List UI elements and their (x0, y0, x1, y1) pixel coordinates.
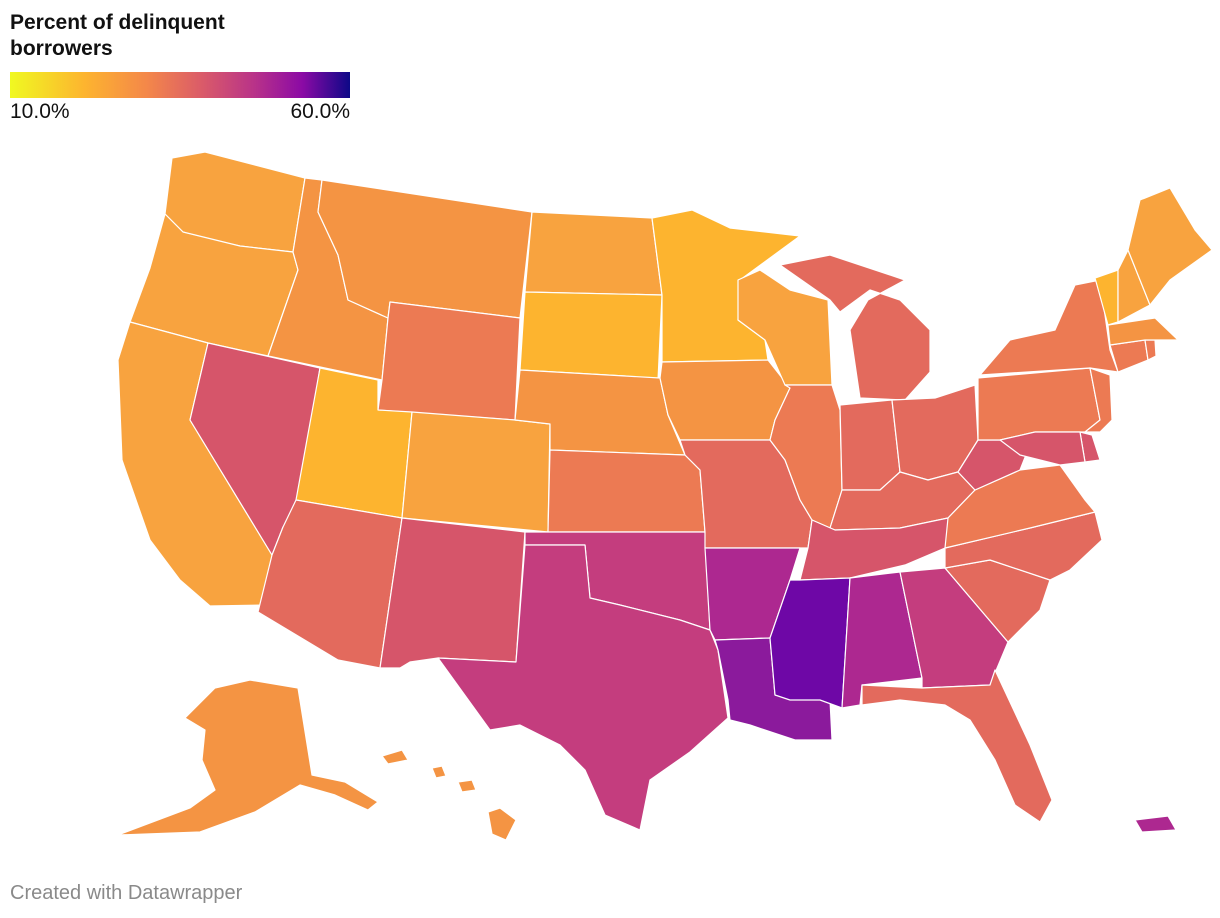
state-ia[interactable] (659, 359, 791, 441)
state-tx[interactable] (437, 544, 729, 831)
state-co[interactable] (401, 411, 551, 533)
state-ma[interactable] (1107, 317, 1179, 346)
state-pr[interactable] (1134, 815, 1177, 833)
legend-min-label: 10.0% (10, 100, 70, 123)
state-ks[interactable] (547, 449, 706, 533)
state-nd[interactable] (524, 211, 663, 296)
footer-credit: Created with Datawrapper (10, 882, 243, 904)
legend-title-line1: Percent of delinquent (10, 11, 225, 34)
state-nm[interactable] (379, 517, 526, 669)
state-md[interactable] (999, 431, 1086, 466)
legend-max-label: 60.0% (290, 100, 350, 123)
state-fl[interactable] (861, 669, 1053, 823)
legend-title-line2: borrowers (10, 37, 113, 60)
state-nj[interactable] (1084, 367, 1113, 433)
legend-labels: 10.0% 60.0% (10, 100, 350, 124)
state-sd[interactable] (519, 291, 663, 381)
state-in[interactable] (839, 399, 901, 491)
legend-color-scale (10, 72, 350, 98)
state-ak[interactable] (117, 679, 379, 836)
state-me[interactable] (1127, 187, 1213, 306)
legend-title: Percent of delinquent borrowers (10, 10, 350, 62)
state-ny[interactable] (979, 279, 1119, 376)
state-mi[interactable] (779, 254, 931, 401)
state-mt[interactable] (317, 179, 533, 319)
state-hi[interactable] (381, 749, 517, 841)
state-il[interactable] (769, 384, 843, 529)
state-pa[interactable] (977, 367, 1101, 441)
map-legend: Percent of delinquent borrowers 10.0% 60… (10, 10, 350, 124)
state-wy[interactable] (377, 301, 521, 421)
